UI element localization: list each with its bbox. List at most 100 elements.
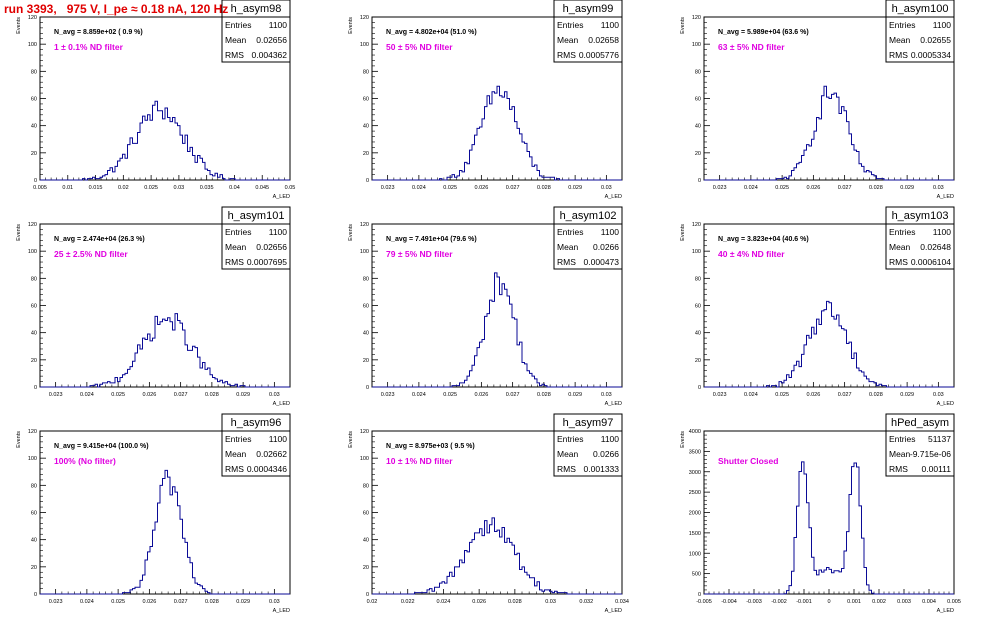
y-tick-label: 120 xyxy=(28,429,37,435)
x-tick-label: 0.004 xyxy=(922,599,936,605)
filter-label: 40 ± 4% ND filter xyxy=(718,249,785,259)
stats-value-mean: 0.02656 xyxy=(256,35,287,45)
x-tick-label: 0.029 xyxy=(236,392,250,398)
histogram-bars xyxy=(372,85,622,181)
y-tick-label: 20 xyxy=(363,151,369,157)
x-tick-label: 0.023 xyxy=(49,392,63,398)
x-axis-label: A_LED xyxy=(605,194,622,200)
y-tick-label: 100 xyxy=(360,249,369,255)
x-tick-label: 0.03 xyxy=(933,185,944,191)
stats-value-rms: 0.0005334 xyxy=(911,50,951,60)
y-tick-label: 80 xyxy=(31,483,37,489)
x-tick-label: 0.023 xyxy=(713,392,727,398)
stats-value-rms: 0.001333 xyxy=(584,464,620,474)
stats-value-mean: 0.02662 xyxy=(256,449,287,459)
histogram-panel-h_asym102: 0 20 40 60 80 100 120 0.023 0.024 0.025 0.026 0.027… xyxy=(348,206,623,407)
n-avg-annotation: N_avg = 2.474e+04 (26.3 %) xyxy=(54,236,145,243)
x-tick-label: 0.02 xyxy=(367,599,378,605)
stats-key-mean: Mean xyxy=(557,35,579,45)
stats-value-rms: 0.0007695 xyxy=(247,257,287,267)
x-tick-label: 0.026 xyxy=(474,185,488,191)
y-tick-label: 120 xyxy=(360,15,369,21)
y-tick-label: 60 xyxy=(31,97,37,103)
y-tick-label: 80 xyxy=(363,276,369,282)
x-tick-label: 0.028 xyxy=(537,392,551,398)
x-tick-label: 0.028 xyxy=(537,185,551,191)
stats-key-rms: RMS xyxy=(557,464,576,474)
stats-key-mean: Mean xyxy=(225,242,247,252)
stats-key-rms: RMS xyxy=(557,257,576,267)
stats-box xyxy=(885,223,955,270)
y-tick-label: 4000 xyxy=(689,429,701,435)
y-tick-label: 100 xyxy=(360,42,369,48)
stats-key-rms: RMS xyxy=(889,257,908,267)
x-tick-label: 0.034 xyxy=(615,599,629,605)
n-avg-annotation: N_avg = 5.989e+04 (63.6 %) xyxy=(718,29,809,36)
y-tick-label: 0 xyxy=(34,592,37,598)
x-tick-label: 0.024 xyxy=(412,185,426,191)
x-tick-label: 0.027 xyxy=(506,392,520,398)
y-tick-label: 120 xyxy=(360,429,369,435)
x-tick-label: 0.029 xyxy=(568,185,582,191)
stats-box xyxy=(553,223,623,270)
y-axis-label: Events xyxy=(16,431,22,448)
x-axis-label: A_LED xyxy=(937,608,954,614)
histogram-bars xyxy=(40,100,290,181)
y-tick-label: 20 xyxy=(363,358,369,364)
stats-value-mean: 0.0266 xyxy=(593,449,619,459)
y-tick-label: 80 xyxy=(363,483,369,489)
x-tick-label: 0.023 xyxy=(49,599,63,605)
filter-label: 63 ± 5% ND filter xyxy=(718,42,785,52)
x-tick-label: -0.002 xyxy=(771,599,787,605)
x-tick-label: -0.004 xyxy=(721,599,737,605)
y-tick-label: 40 xyxy=(31,124,37,130)
y-tick-label: 60 xyxy=(31,511,37,517)
y-tick-label: 40 xyxy=(31,331,37,337)
x-tick-label: 0.005 xyxy=(33,185,47,191)
x-tick-label: 0.024 xyxy=(80,599,94,605)
x-tick-label: 0.025 xyxy=(111,599,125,605)
x-tick-label: 0.03 xyxy=(269,392,280,398)
stats-key-entries: Entries xyxy=(557,20,583,30)
y-tick-label: 20 xyxy=(31,565,37,571)
stats-key-mean: Mean xyxy=(557,242,579,252)
histogram-bars xyxy=(40,313,290,388)
y-tick-label: 120 xyxy=(28,222,37,228)
stats-key-rms: RMS xyxy=(889,464,908,474)
stats-box xyxy=(553,430,623,477)
x-tick-label: 0.003 xyxy=(897,599,911,605)
y-tick-label: 100 xyxy=(360,456,369,462)
y-tick-label: 0 xyxy=(34,178,37,184)
stats-key-mean: Mean xyxy=(557,449,579,459)
histogram-name: h_asym97 xyxy=(563,417,614,429)
stats-box xyxy=(221,223,291,270)
stats-box xyxy=(221,430,291,477)
stats-value-rms: 0.0004346 xyxy=(247,464,287,474)
histogram-panel-h_asym96: 0 20 40 60 80 100 120 0.023 0.024 0.025 0.026 0.027… xyxy=(16,413,291,614)
filter-label: 25 ± 2.5% ND filter xyxy=(54,249,128,259)
x-tick-label: 0.03 xyxy=(269,599,280,605)
x-tick-label: 0.027 xyxy=(174,599,188,605)
stats-value-entries: 1100 xyxy=(933,227,952,237)
stats-value-mean: 0.02656 xyxy=(256,242,287,252)
histogram-panel-h_asym100: 0 20 40 60 80 100 120 0.023 0.024 0.025 0.026 0.027… xyxy=(680,0,955,200)
x-tick-label: 0.001 xyxy=(847,599,861,605)
x-tick-label: 0.03 xyxy=(601,185,612,191)
stats-value-entries: 1100 xyxy=(601,434,620,444)
x-axis-label: A_LED xyxy=(605,401,622,407)
x-tick-label: 0.026 xyxy=(142,599,156,605)
histogram-panel-h_asym103: 0 20 40 60 80 100 120 0.023 0.024 0.025 0.026 0.027… xyxy=(680,206,955,407)
x-tick-label: 0.024 xyxy=(744,392,758,398)
x-tick-label: 0.025 xyxy=(111,392,125,398)
x-tick-label: 0.023 xyxy=(381,392,395,398)
histogram-name: h_asym101 xyxy=(228,210,285,222)
x-tick-label: 0.026 xyxy=(472,599,486,605)
histogram-name: h_asym102 xyxy=(560,210,617,222)
x-tick-label: 0.002 xyxy=(872,599,886,605)
y-tick-label: 40 xyxy=(31,538,37,544)
stats-value-mean: 0.02648 xyxy=(920,242,951,252)
stats-value-rms: 0.00111 xyxy=(922,464,952,474)
y-tick-label: 40 xyxy=(363,331,369,337)
x-tick-label: 0.035 xyxy=(200,185,214,191)
